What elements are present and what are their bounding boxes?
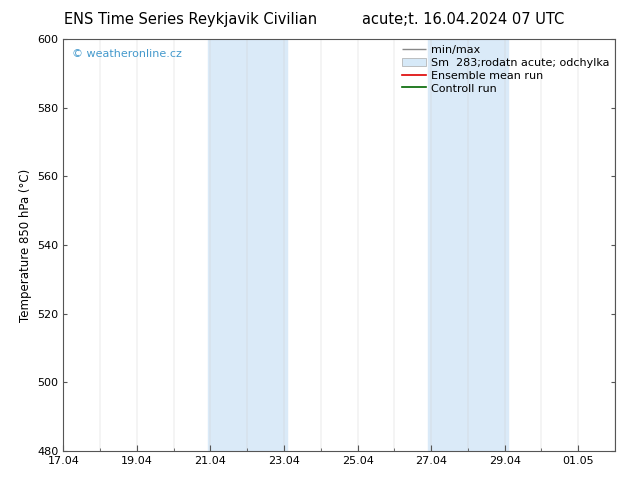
Legend: min/max, Sm  283;rodatn acute; odchylka, Ensemble mean run, Controll run: min/max, Sm 283;rodatn acute; odchylka, …	[400, 43, 612, 96]
Bar	[428, 39, 508, 451]
Text: © weatheronline.cz: © weatheronline.cz	[72, 49, 181, 59]
Y-axis label: Temperature 850 hPa (°C): Temperature 850 hPa (°C)	[19, 169, 32, 321]
Bar	[207, 39, 287, 451]
Text: ENS Time Series Reykjavik Civilian: ENS Time Series Reykjavik Civilian	[63, 12, 317, 27]
Text: acute;t. 16.04.2024 07 UTC: acute;t. 16.04.2024 07 UTC	[361, 12, 564, 27]
